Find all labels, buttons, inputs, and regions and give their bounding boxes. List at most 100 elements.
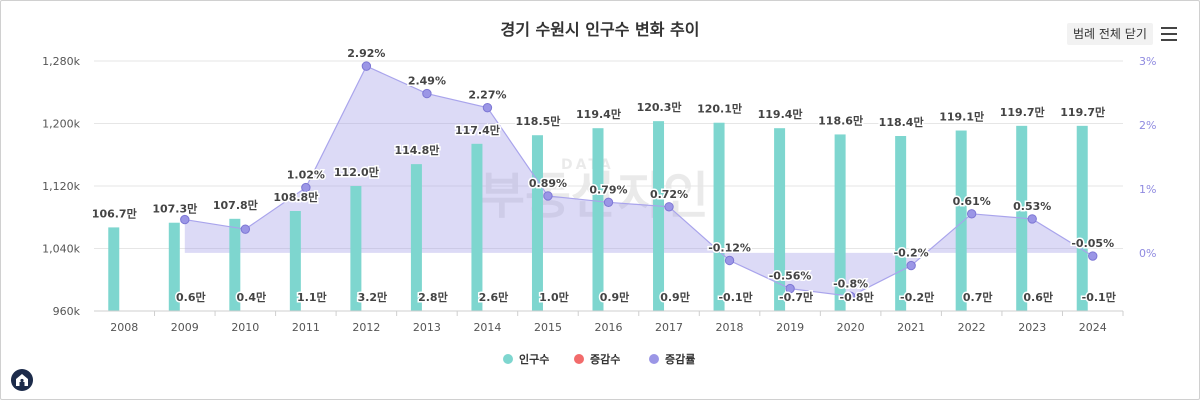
change-label: 0.9만 xyxy=(600,290,630,304)
legend-label: 인구수 xyxy=(519,352,549,366)
x-tick-label: 2010 xyxy=(231,321,259,334)
bar-value-label: 107.8만 xyxy=(213,198,258,212)
rate-point-2011 xyxy=(301,182,311,193)
bar-2009 xyxy=(168,222,180,311)
change-label: 1.1만 xyxy=(297,290,327,304)
change-label: 0.6만 xyxy=(176,290,206,304)
legend-toggle-button[interactable]: 범례 전체 닫기 xyxy=(1067,23,1153,45)
legend-marker xyxy=(649,354,659,364)
x-tick-label: 2023 xyxy=(1018,321,1046,334)
bar-value-label: 119.4만 xyxy=(758,107,803,121)
change-label: 0.6만 xyxy=(1023,290,1053,304)
rate-value-label: 2.49% xyxy=(408,75,446,88)
bar-value-label: 106.7만 xyxy=(92,206,137,220)
home-icon[interactable] xyxy=(11,369,33,391)
rate-line xyxy=(184,65,1094,297)
change-label: 3.2만 xyxy=(358,290,388,304)
x-tick-label: 2021 xyxy=(897,321,925,334)
rate-point-2020 xyxy=(845,291,856,301)
bar-2016 xyxy=(592,128,604,311)
bar-value-label: 114.8만 xyxy=(394,143,439,157)
rate-value-label: 0.72% xyxy=(650,188,688,201)
change-label: 1.0만 xyxy=(539,290,569,304)
rate-value-label: 1.02% xyxy=(287,169,325,182)
change-label: -0.2만 xyxy=(900,290,934,304)
legend-item-3[interactable]: 증감률 xyxy=(649,352,695,366)
bar-2015 xyxy=(531,135,543,311)
x-tick-label: 2011 xyxy=(292,321,320,334)
y-right-tick-label: 1% xyxy=(1139,183,1156,196)
menu-icon[interactable] xyxy=(1157,23,1181,45)
x-tick-label: 2015 xyxy=(534,321,562,334)
x-tick-label: 2018 xyxy=(716,321,744,334)
bar-2018 xyxy=(713,122,725,311)
x-tick-label: 2020 xyxy=(837,321,865,334)
rate-value-label: 0.79% xyxy=(589,183,627,196)
x-tick-label: 2024 xyxy=(1079,321,1107,334)
x-tick-label: 2013 xyxy=(413,321,441,334)
y-right-tick-label: 3% xyxy=(1139,55,1156,68)
bar-2014 xyxy=(471,143,483,311)
rate-value-label: -0.56% xyxy=(769,270,812,283)
y-left-tick-label: 1,280k xyxy=(42,55,80,68)
bar-2020 xyxy=(834,134,846,311)
change-label: 2.6만 xyxy=(479,290,509,304)
y-left-tick-label: 1,040k xyxy=(42,243,80,256)
x-tick-label: 2008 xyxy=(110,321,138,334)
rate-value-label: 2.92% xyxy=(347,47,385,60)
x-tick-label: 2019 xyxy=(776,321,804,334)
rate-point-2023 xyxy=(1027,214,1037,224)
rate-point-2015 xyxy=(543,191,553,201)
change-label: -0.1만 xyxy=(1082,290,1116,304)
bar-2010 xyxy=(229,218,241,311)
bar-2019 xyxy=(774,128,786,311)
legend-label: 증감수 xyxy=(590,352,620,366)
bar-value-label: 107.3만 xyxy=(152,202,197,216)
legend-item-2[interactable]: 증감수 xyxy=(574,352,620,366)
bar-2022 xyxy=(955,130,967,311)
legend-item-1[interactable]: 인구수 xyxy=(503,352,549,366)
change-label: 0.4만 xyxy=(237,290,267,304)
bar-value-label: 119.7만 xyxy=(1000,105,1045,119)
change-label: -0.1만 xyxy=(718,290,752,304)
x-tick-label: 2016 xyxy=(595,321,623,334)
rate-point-2017 xyxy=(664,202,674,212)
bar-value-label: 119.7만 xyxy=(1060,105,1105,119)
rate-point-2013 xyxy=(422,88,432,99)
rate-value-label: -0.2% xyxy=(894,247,929,260)
change-label: -0.7만 xyxy=(779,290,813,304)
bar-2024 xyxy=(1076,125,1088,311)
legend-marker xyxy=(574,354,584,364)
bar-value-label: 118.4만 xyxy=(879,115,924,129)
rate-point-2024 xyxy=(1088,251,1098,261)
bar-2011 xyxy=(289,211,301,311)
change-label: -0.8만 xyxy=(840,290,874,304)
rate-value-label: -0.8% xyxy=(833,277,868,290)
legend-label: 증감률 xyxy=(665,352,695,366)
bar-value-label: 112.0만 xyxy=(334,165,379,179)
rate-point-2012 xyxy=(361,61,372,71)
rate-value-label: -0.05% xyxy=(1071,237,1114,250)
x-tick-label: 2017 xyxy=(655,321,683,334)
bar-2008 xyxy=(108,227,120,311)
y-left-tick-label: 960k xyxy=(53,305,81,318)
chart-title: 경기 수원시 인구수 변화 추이 xyxy=(501,20,700,39)
rate-point-2009 xyxy=(180,214,190,225)
bar-2013 xyxy=(410,164,422,311)
change-label: 0.9만 xyxy=(660,290,690,304)
bar-2012 xyxy=(350,186,362,311)
bar-value-label: 119.1만 xyxy=(939,110,984,124)
rate-value-label: -0.12% xyxy=(708,241,751,254)
rate-point-2014 xyxy=(482,102,493,113)
bar-value-label: 120.3만 xyxy=(637,100,682,114)
x-tick-label: 2012 xyxy=(352,321,380,334)
legend-marker xyxy=(503,354,513,364)
y-left-tick-label: 1,120k xyxy=(42,180,80,193)
rate-point-2016 xyxy=(603,197,614,208)
rate-point-2022 xyxy=(966,209,977,219)
bar-value-label: 117.4만 xyxy=(455,123,500,137)
bar-2021 xyxy=(895,136,907,311)
y-right-tick-label: 0% xyxy=(1139,247,1156,260)
